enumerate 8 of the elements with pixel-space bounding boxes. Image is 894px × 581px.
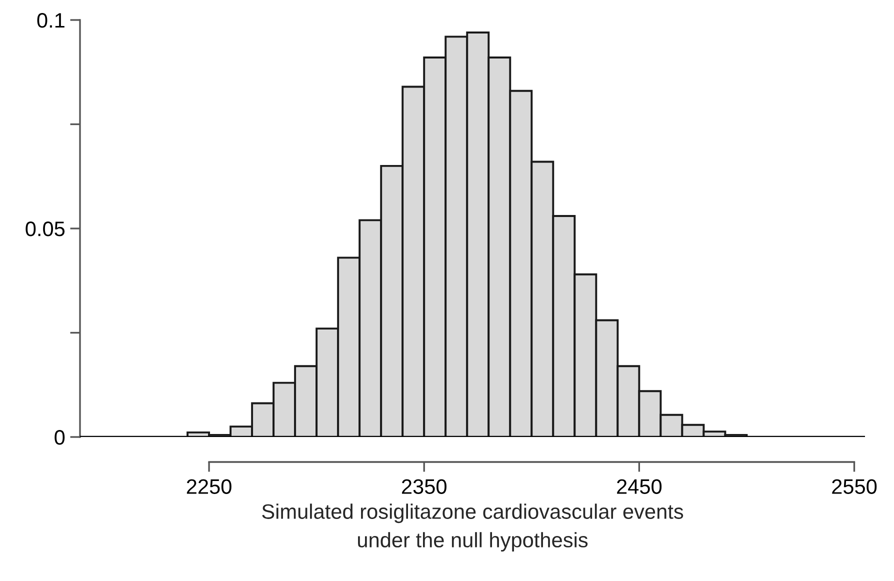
x-tick-label: 2250	[186, 479, 232, 494]
y-tick-label: 0	[54, 430, 65, 445]
x-tick-label: 2550	[832, 479, 877, 494]
x-axis-title: Simulated rosiglitazone cardiovascular events under the null hypothesis	[262, 504, 684, 552]
x-tick-label: 2450	[617, 479, 662, 494]
y-tick-label: 0.1	[37, 13, 64, 28]
x-tick-label: 2350	[402, 479, 446, 494]
y-tick-label: 0.05	[26, 222, 65, 236]
